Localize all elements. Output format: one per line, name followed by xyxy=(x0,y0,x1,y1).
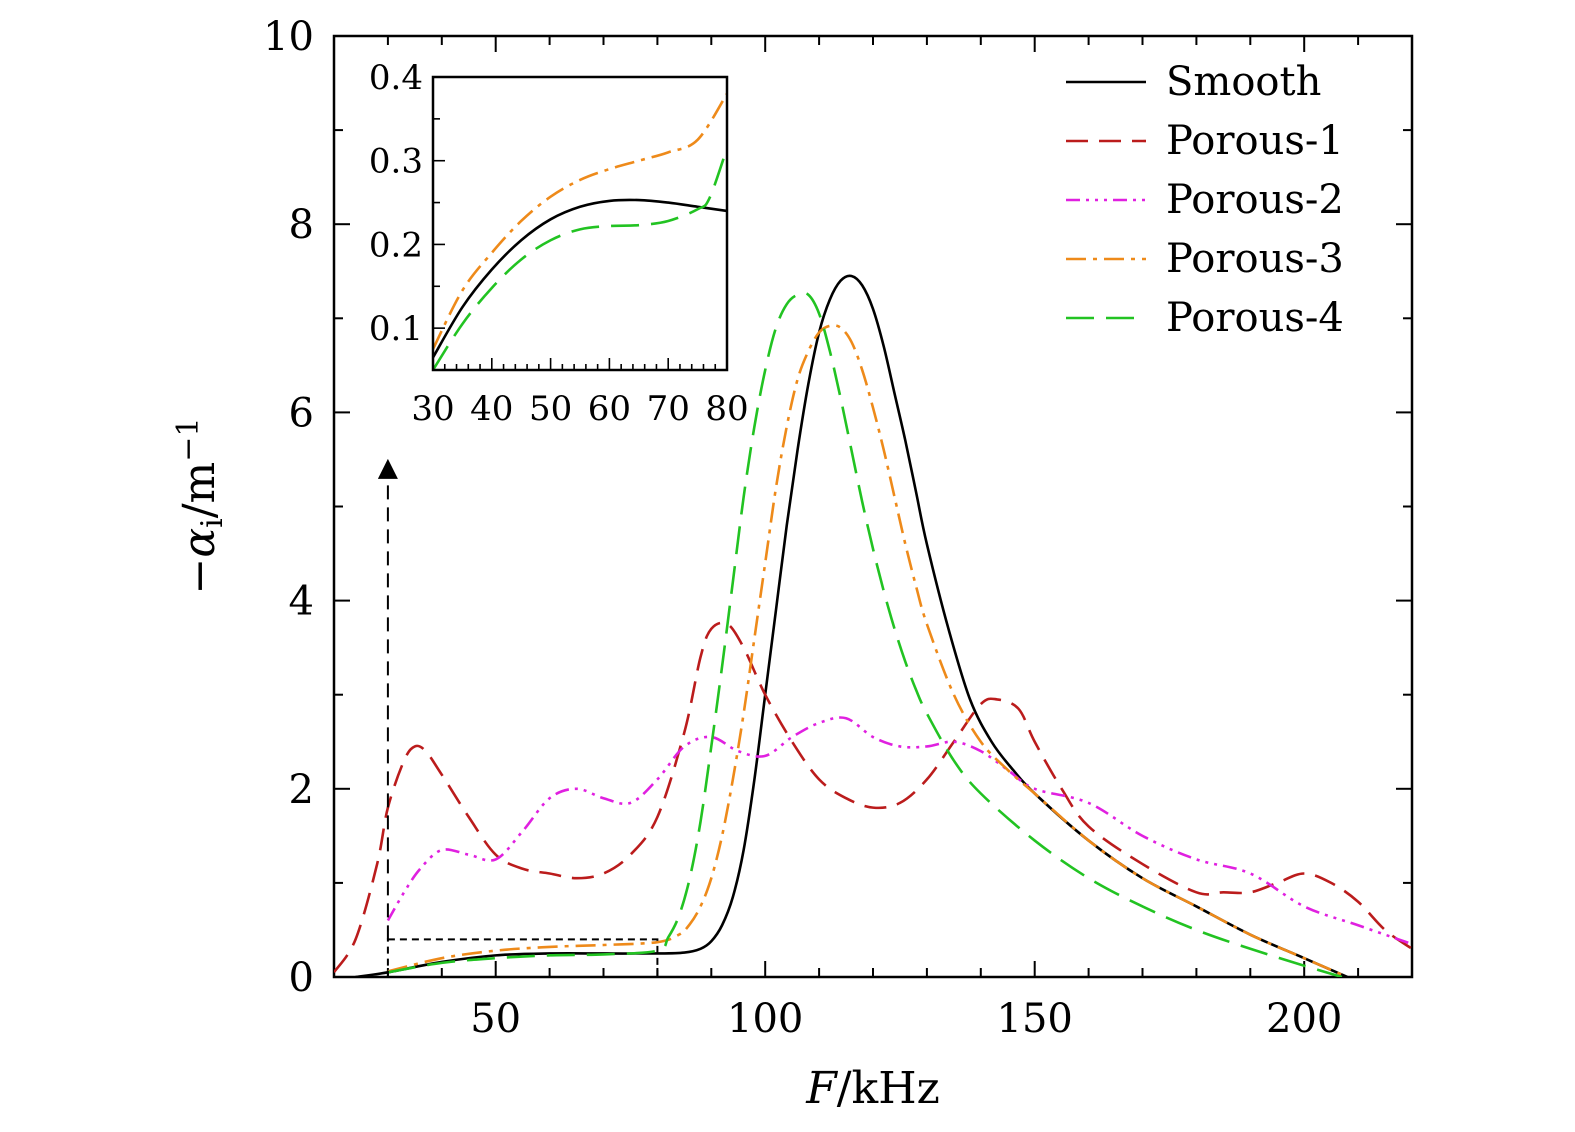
inset-series-line-smooth xyxy=(433,198,727,359)
legend-label-porous-4: Porous-4 xyxy=(1166,295,1344,341)
main-axis-ticks: 50 100 150 200 0 2 4 6 8 10 xyxy=(263,14,1413,1042)
y-tick-label: 4 xyxy=(289,579,314,625)
inset-x-tick-label: 70 xyxy=(647,389,690,429)
x-tick-label: 100 xyxy=(727,996,803,1042)
inset-x-tick-label: 80 xyxy=(705,389,748,429)
legend-label-smooth: Smooth xyxy=(1166,59,1321,105)
x-axis-title: F/kHz xyxy=(805,1063,940,1114)
inset-x-tick-label: 40 xyxy=(470,389,513,429)
series-line-porous-3 xyxy=(387,324,1348,977)
legend: Smooth Porous-1 Porous-2 Porous-3 Porous-4 xyxy=(1066,59,1344,341)
x-tick-label: 150 xyxy=(997,996,1073,1042)
series-line-porous-2 xyxy=(386,716,1412,946)
inset-y-tick-label: 0.2 xyxy=(369,225,423,265)
y-tick-label: 8 xyxy=(289,202,314,248)
inset-y-tick-label: 0.3 xyxy=(369,142,423,182)
zoom-region-box xyxy=(386,938,659,978)
inset-x-tick-label: 30 xyxy=(411,389,454,429)
legend-label-porous-1: Porous-1 xyxy=(1166,118,1344,164)
y-tick-label: 2 xyxy=(289,767,314,813)
inset-y-tick-label: 0.1 xyxy=(369,309,423,349)
inset-frame xyxy=(431,75,729,372)
y-tick-label: 10 xyxy=(263,14,314,60)
x-tick-label: 50 xyxy=(470,996,521,1042)
inset-series-group xyxy=(433,93,727,370)
legend-label-porous-2: Porous-2 xyxy=(1166,177,1344,223)
inset-axis-ticks: 30 40 50 60 70 80 0.1 0.2 0.3 0.4 xyxy=(369,58,749,429)
x-tick-label: 200 xyxy=(1266,996,1342,1042)
series-line-porous-4 xyxy=(387,291,1343,977)
series-line-smooth xyxy=(355,274,1348,977)
inset-x-tick-label: 50 xyxy=(529,389,572,429)
inset-y-tick-label: 0.4 xyxy=(369,58,423,98)
inset-series-line-porous-3 xyxy=(433,93,727,350)
y-tick-label: 6 xyxy=(289,390,314,436)
y-tick-label: 0 xyxy=(289,955,314,1001)
inset-background xyxy=(433,77,727,370)
inset-x-tick-label: 60 xyxy=(588,389,631,429)
y-axis-title: −αi/m−1 xyxy=(171,418,230,595)
series-line-porous-1 xyxy=(334,621,1412,974)
legend-label-porous-3: Porous-3 xyxy=(1166,236,1344,282)
main-series-group xyxy=(334,274,1412,977)
inset-series-line-porous-4 xyxy=(433,147,727,370)
